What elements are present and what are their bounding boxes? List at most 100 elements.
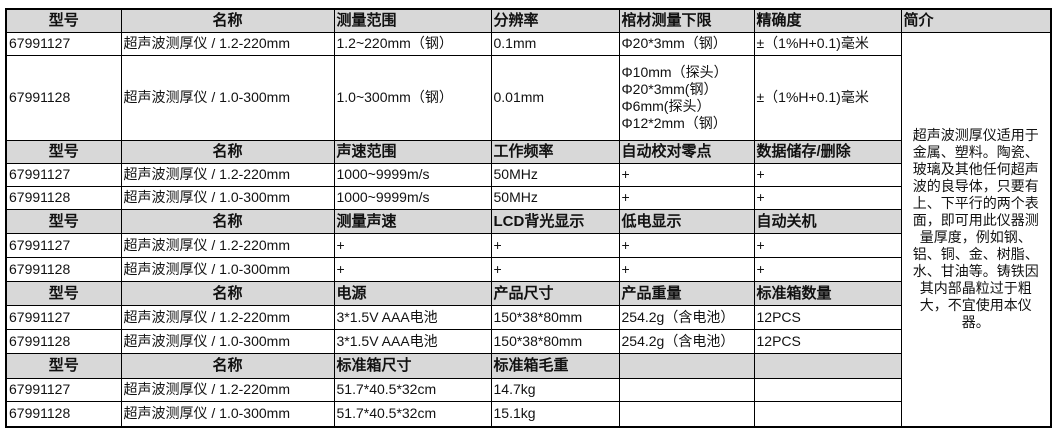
column-header-model: 型号 (5, 352, 122, 379)
column-header-spec-c: 棺材测量下限 (618, 8, 755, 33)
table-row: 67991127 超声波测厚仪 / 1.2-220mm 1.2~220mm（钢） 0.… (5, 31, 1052, 428)
cell-spec-d (753, 377, 902, 402)
column-header-spec-b: 产品尺寸 (490, 280, 620, 306)
cell-spec-b: 150*38*80mm (490, 304, 620, 330)
cell-model: 67991128 (5, 328, 122, 354)
cell-spec-c: Φ10mm（探头） Φ20*3mm(钢） Φ6mm(探头） Φ12*2mm（钢） (618, 54, 755, 141)
cell-spec-b: 0.1mm (490, 31, 620, 56)
cell-spec-b: 50MHz (490, 162, 620, 187)
column-header-spec-a: 测量声速 (333, 208, 492, 234)
cell-spec-c: 254.2g（含电池） (618, 304, 755, 330)
cell-spec-a: 3*1.5V AAA电池 (333, 304, 492, 330)
cell-spec-a: 1.0~300mm（钢） (333, 54, 492, 141)
column-header-name: 名称 (120, 8, 335, 33)
table-row: 67991128 超声波测厚仪 / 1.0-300mm 3*1.5V AAA电池 15… (5, 328, 1051, 354)
table-row: 67991128 超声波测厚仪 / 1.0-300mm 51.7*40.5*32cm… (5, 400, 1051, 428)
cell-model: 67991128 (5, 54, 122, 141)
column-header-spec-a: 标准箱尺寸 (333, 352, 492, 379)
column-header-spec-c: 产品重量 (618, 280, 755, 306)
column-header-name: 名称 (120, 208, 335, 234)
cell-spec-d: + (753, 162, 902, 187)
cell-name: 超声波测厚仪 / 1.2-220mm (120, 232, 335, 258)
cell-name: 超声波测厚仪 / 1.2-220mm (120, 162, 335, 187)
column-header-spec-b: LCD背光显示 (490, 208, 620, 234)
column-header-spec-a: 声速范围 (333, 139, 492, 164)
spec-table: 型号 名称 测量范围 分辨率 棺材测量下限 精确度 简介 67991127 超声波测厚仪 / 1… (5, 8, 1052, 428)
cell-model: 67991128 (5, 256, 122, 282)
cell-spec-d: + (753, 256, 902, 282)
cell-model: 67991127 (5, 232, 122, 258)
cell-spec-a: 1000~9999m/s (333, 162, 492, 187)
section-header-row: 型号 名称 电源 产品尺寸 产品重量 标准箱数量 (5, 280, 1051, 306)
section-header-row: 型号 名称 测量范围 分辨率 棺材测量下限 精确度 简介 (5, 8, 1052, 33)
cell-spec-d (753, 400, 902, 428)
table-row: 67991127 超声波测厚仪 / 1.2-220mm 1000~9999m/s 50… (5, 162, 1051, 187)
cell-spec-d: 12PCS (753, 304, 902, 330)
column-header-spec-b: 分辨率 (490, 8, 620, 33)
cell-spec-d: + (753, 232, 902, 258)
column-header-model: 型号 (5, 139, 122, 164)
cell-model: 67991127 (5, 377, 122, 402)
cell-spec-d: ±（1%H+0.1)毫米 (753, 54, 902, 141)
cell-name: 超声波测厚仪 / 1.0-300mm (120, 400, 335, 428)
cell-spec-a: 51.7*40.5*32cm (333, 377, 492, 402)
cell-name: 超声波测厚仪 / 1.0-300mm (120, 256, 335, 282)
cell-name: 超声波测厚仪 / 1.2-220mm (120, 304, 335, 330)
column-header-spec-a: 电源 (333, 280, 492, 306)
column-header-name: 名称 (120, 139, 335, 164)
cell-spec-c: Φ20*3mm（钢） (618, 31, 755, 56)
column-header-name: 名称 (120, 280, 335, 306)
cell-spec-c: + (618, 256, 755, 282)
cell-spec-a: 3*1.5V AAA电池 (333, 328, 492, 354)
cell-spec-d: + (753, 185, 902, 210)
cell-spec-c (618, 377, 755, 402)
column-header-spec-b: 工作频率 (490, 139, 620, 164)
cell-spec-b: 150*38*80mm (490, 328, 620, 354)
intro-description: 超声波测厚仪适用于金属、塑料。陶瓷、玻璃及其他任何超声波的良导体，只要有上、下平… (900, 31, 1052, 428)
cell-spec-d: 12PCS (753, 328, 902, 354)
cell-name: 超声波测厚仪 / 1.2-220mm (120, 31, 335, 56)
cell-name: 超声波测厚仪 / 1.0-300mm (120, 185, 335, 210)
table-row: 67991127 超声波测厚仪 / 1.2-220mm 3*1.5V AAA电池 15… (5, 304, 1051, 330)
section-header-row: 型号 名称 标准箱尺寸 标准箱毛重 (5, 352, 1051, 379)
cell-model: 67991128 (5, 185, 122, 210)
column-header-name: 名称 (120, 352, 335, 379)
cell-spec-a: + (333, 232, 492, 258)
table-row: 67991128 超声波测厚仪 / 1.0-300mm 1.0~300mm（钢） 0.… (5, 54, 1051, 141)
column-header-spec-c: 低电显示 (618, 208, 755, 234)
cell-spec-a: 1000~9999m/s (333, 185, 492, 210)
cell-spec-b: 15.1kg (490, 400, 620, 428)
column-header-model: 型号 (5, 208, 122, 234)
cell-model: 67991128 (5, 400, 122, 428)
cell-spec-a: + (333, 256, 492, 282)
column-header-intro: 简介 (900, 8, 1052, 33)
cell-spec-c: + (618, 162, 755, 187)
table-row: 67991128 超声波测厚仪 / 1.0-300mm 1000~9999m/s 50… (5, 185, 1051, 210)
cell-model: 67991127 (5, 162, 122, 187)
cell-spec-d: ±（1%H+0.1)毫米 (753, 31, 902, 56)
cell-spec-c: + (618, 232, 755, 258)
column-header-spec-d: 自动关机 (753, 208, 902, 234)
table-row: 67991128 超声波测厚仪 / 1.0-300mm + + + + (5, 256, 1051, 282)
table-row: 67991127 超声波测厚仪 / 1.2-220mm + + + + (5, 232, 1051, 258)
table-row: 67991127 超声波测厚仪 / 1.2-220mm 51.7*40.5*32cm… (5, 377, 1051, 402)
cell-spec-b: + (490, 256, 620, 282)
cell-model: 67991127 (5, 304, 122, 330)
cell-spec-b: + (490, 232, 620, 258)
cell-spec-c: 254.2g（含电池） (618, 328, 755, 354)
cell-spec-c (618, 400, 755, 428)
column-header-model: 型号 (5, 280, 122, 306)
cell-name: 超声波测厚仪 / 1.0-300mm (120, 54, 335, 141)
section-header-row: 型号 名称 测量声速 LCD背光显示 低电显示 自动关机 (5, 208, 1051, 234)
cell-name: 超声波测厚仪 / 1.2-220mm (120, 377, 335, 402)
cell-spec-b: 14.7kg (490, 377, 620, 402)
column-header-spec-d: 数据储存/删除 (753, 139, 902, 164)
column-header-spec-a: 测量范围 (333, 8, 492, 33)
cell-model: 67991127 (5, 31, 122, 56)
cell-name: 超声波测厚仪 / 1.0-300mm (120, 328, 335, 354)
column-header-model: 型号 (5, 8, 122, 33)
cell-spec-b: 0.01mm (490, 54, 620, 141)
column-header-spec-b: 标准箱毛重 (490, 352, 620, 379)
cell-spec-a: 1.2~220mm（钢） (333, 31, 492, 56)
cell-spec-b: 50MHz (490, 185, 620, 210)
